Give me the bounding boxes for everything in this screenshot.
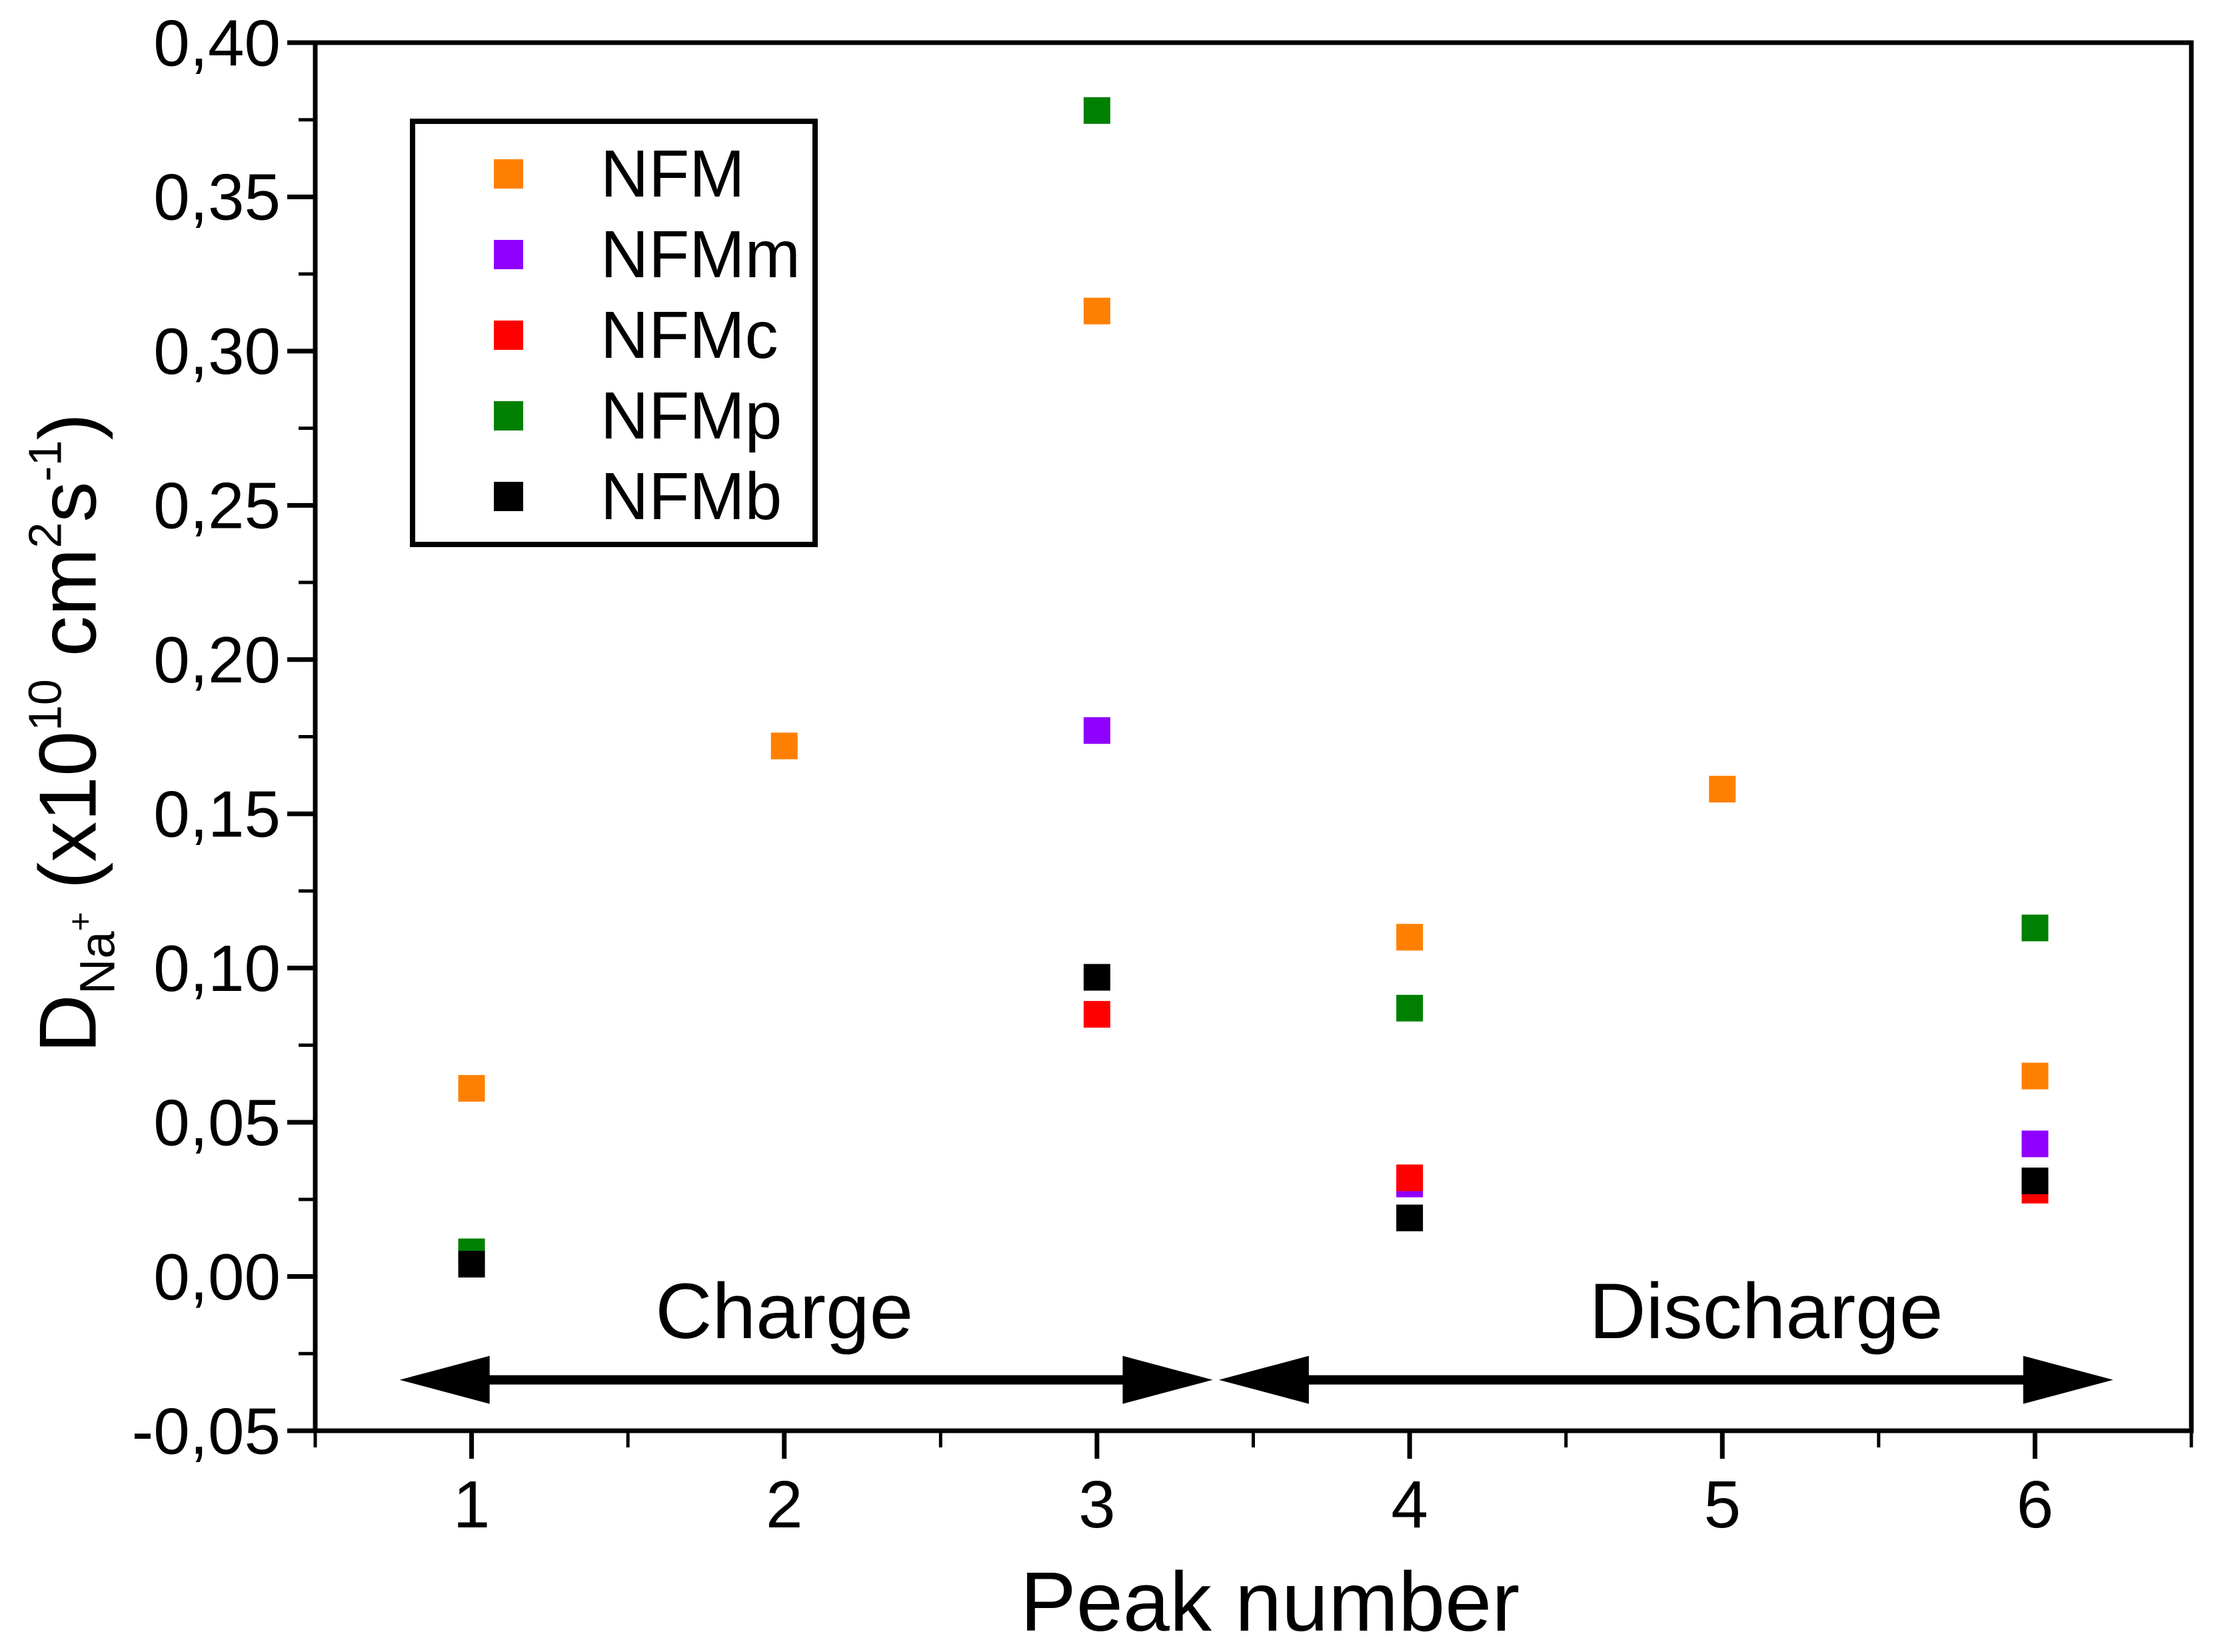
- y-tick-label: 0,10: [153, 932, 281, 1005]
- legend-item-nfmb: NFMb: [415, 456, 812, 536]
- legend-item-nfmm: NFMm: [415, 214, 812, 295]
- legend-item-nfmp: NFMp: [415, 375, 812, 456]
- annotation-charge: Charge: [655, 1267, 913, 1355]
- legend-swatch-nfmc: [494, 320, 523, 350]
- legend-swatch-nfmp: [494, 401, 523, 430]
- y-tick-label: 0,05: [153, 1086, 281, 1159]
- data-point-NFMb-peak6: [2021, 1168, 2049, 1195]
- y-axis-label: DNa+ (x1010 cm2s-1): [19, 413, 125, 1054]
- x-tick-label: 4: [1391, 1467, 1428, 1542]
- legend-swatch-nfm: [494, 159, 523, 189]
- legend-item-nfmc: NFMc: [415, 295, 812, 375]
- x-tick-label: 5: [1703, 1467, 1741, 1542]
- x-tick-label: 3: [1078, 1467, 1116, 1542]
- legend-label-nfmb: NFMb: [600, 458, 782, 534]
- legend-item-nfm: NFM: [415, 133, 812, 214]
- x-tick-label: 6: [2017, 1467, 2054, 1542]
- y-tick-label: 0,25: [153, 469, 281, 542]
- range-arrow-head-left-0: [399, 1355, 490, 1404]
- data-point-NFMb-peak3: [1083, 964, 1110, 991]
- data-point-NFMm-peak6: [2021, 1130, 2049, 1158]
- data-point-NFMb-peak1: [458, 1251, 485, 1278]
- x-axis-label: Peak number: [1020, 1555, 1520, 1649]
- data-point-NFM-peak4: [1396, 924, 1424, 951]
- legend-swatch-nfmb: [494, 481, 523, 511]
- legend-label-nfmm: NFMm: [600, 217, 800, 292]
- range-arrow-head-right-0: [1122, 1355, 1213, 1404]
- x-tick-label: 1: [453, 1467, 491, 1542]
- data-point-NFM-peak5: [1709, 776, 1736, 803]
- legend-label-nfmc: NFMc: [600, 297, 778, 373]
- data-point-NFM-peak1: [458, 1075, 485, 1102]
- y-tick-label: 0,40: [153, 6, 281, 79]
- y-tick-label: 0,15: [153, 778, 281, 851]
- y-tick-label: 0,20: [153, 623, 281, 696]
- y-tick-label: 0,35: [153, 161, 281, 234]
- data-point-NFMc-peak3: [1083, 1001, 1110, 1028]
- data-point-NFMp-peak3: [1083, 97, 1110, 124]
- legend-swatch-nfmm: [494, 239, 523, 269]
- data-point-NFMp-peak6: [2021, 914, 2049, 942]
- data-point-NFM-peak3: [1083, 297, 1110, 325]
- data-point-NFMp-peak4: [1396, 994, 1424, 1022]
- annotation-discharge: Discharge: [1589, 1267, 1943, 1355]
- x-tick-label: 2: [766, 1467, 803, 1542]
- data-point-NFMm-peak3: [1083, 717, 1110, 744]
- legend-label-nfmp: NFMp: [600, 378, 782, 453]
- y-tick-label: -0,05: [132, 1394, 281, 1467]
- data-point-NFMc-peak4: [1396, 1164, 1424, 1192]
- y-axis-label-base: D: [22, 994, 113, 1054]
- y-tick-label: 0,00: [153, 1240, 281, 1313]
- data-point-NFMb-peak4: [1396, 1204, 1424, 1232]
- data-point-NFM-peak6: [2021, 1062, 2049, 1090]
- legend-label-nfm: NFM: [600, 136, 745, 211]
- legend-box: NFM NFMm NFMc NFMp NFMb: [410, 119, 818, 547]
- y-tick-label: 0,30: [153, 315, 281, 388]
- data-point-NFM-peak2: [770, 732, 798, 760]
- range-arrow-head-right-1: [2023, 1355, 2113, 1404]
- range-arrow-head-left-1: [1218, 1355, 1309, 1404]
